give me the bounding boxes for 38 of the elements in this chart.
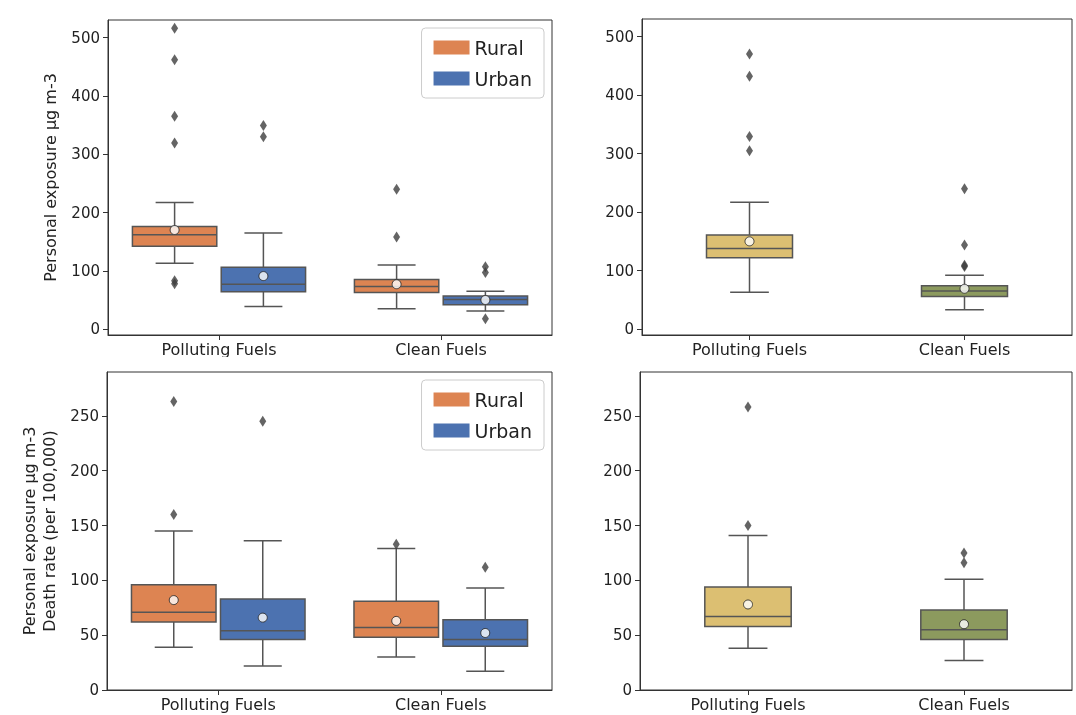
y-tick-label: 200 — [605, 203, 634, 222]
x-tick-label: Clean Fuels — [918, 694, 1010, 714]
y-tick-label: 500 — [605, 27, 634, 46]
y-tick-label: 100 — [605, 261, 634, 280]
y-tick-label: 150 — [603, 516, 632, 535]
y-tick-label: 100 — [603, 571, 632, 590]
y-tick-label: 200 — [70, 461, 99, 480]
y-tick-label: 200 — [603, 461, 632, 480]
y-tick-label: 0 — [90, 320, 100, 339]
y-axis-title: Personal exposure µg m-3 Death rate (per 100,000) — [19, 426, 59, 636]
y-axis-title: Personal exposure µg m-3 — [40, 73, 60, 282]
x-tick-label: Polluting Fuels — [161, 339, 277, 359]
x-tick-label: Clean Fuels — [394, 694, 487, 714]
x-tick-label: Polluting Fuels — [690, 694, 806, 714]
y-tick-label: 150 — [70, 516, 99, 535]
y-tick-label: 200 — [71, 203, 100, 222]
x-tick-label: Polluting Fuels — [691, 339, 808, 359]
y-tick-label: 300 — [605, 144, 634, 163]
y-tick-label: 250 — [603, 406, 632, 425]
legend-label: Urban — [474, 419, 532, 442]
y-tick-label: 0 — [89, 681, 99, 699]
legend-label: Rural — [474, 36, 524, 59]
y-tick-label: 100 — [70, 571, 99, 590]
legend-label: Rural — [474, 388, 524, 411]
x-tick-label: Clean Fuels — [395, 339, 487, 359]
x-tick-label: Clean Fuels — [918, 339, 1011, 359]
y-tick-label: 500 — [71, 28, 100, 47]
y-tick-label: 300 — [71, 145, 100, 164]
y-tick-label: 0 — [622, 681, 632, 699]
y-tick-label: 400 — [71, 86, 100, 105]
legend-label: Urban — [474, 67, 532, 90]
y-tick-label: 0 — [624, 320, 634, 339]
y-tick-label: 50 — [79, 626, 99, 645]
y-tick-label: 400 — [605, 86, 634, 105]
y-tick-label: 100 — [71, 261, 100, 280]
y-tick-label: 250 — [70, 406, 99, 425]
y-tick-label: 50 — [612, 626, 632, 645]
x-tick-label: Polluting Fuels — [160, 694, 276, 714]
